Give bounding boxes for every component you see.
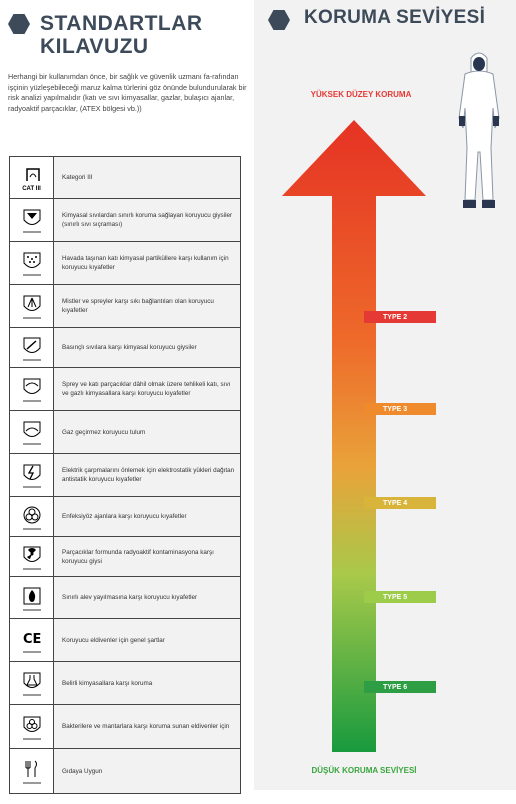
standards-row: Elektrik çarpmalarını önlemek için elekt… [9,454,241,497]
type1-gas-tight-icon [9,411,54,453]
standards-row: Basınçlı sıvılara karşı kimyasal koruyuc… [9,328,241,368]
food-safe-icon [9,749,54,793]
standards-row-text: Parçacıklar formunda radyoaktif kontamin… [54,537,241,576]
standards-row-text: Kategori III [54,157,241,198]
type-level-bar: TYPE 4 [364,497,436,509]
type4-spray-icon [9,285,54,327]
hexagon-bullet-icon [8,14,30,34]
standards-table: CAT III Kategori III Kimyasal sıvılardan s… [9,156,241,794]
type-level-bar: TYPE 6 [364,681,436,693]
type-level-bar: TYPE 2 [364,311,436,323]
standards-row-text: Sprey ve katı parçacıklar dâhil olmak üz… [54,368,241,410]
type6-liquid-splash-icon [9,199,54,241]
standards-row: Enfeksiyöz ajanlara karşı koruyucu kıyaf… [9,497,241,537]
category-badge: CAT III [22,186,41,192]
hexagon-bullet-icon [268,10,290,30]
standards-row: CAT III Kategori III [9,157,241,199]
protection-level-title: KORUMA SEVİYESİ [304,7,486,28]
type5-particles-icon [9,242,54,284]
intro-paragraph: Herhangi bir kullanımdan önce, bir sağlı… [8,72,247,113]
biohazard-gloves-icon [9,705,54,748]
standards-row: Parçacıklar formunda radyoaktif kontamin… [9,537,241,577]
standards-row: Kimyasal sıvılardan sınırlı koruma sağla… [9,199,241,242]
ce-mark-icon: CE [9,619,54,661]
standards-row: Mistler ve spreyler karşı sıkı bağlantıl… [9,285,241,328]
standards-guide-section: STANDARTLAR KILAVUZU Herhangi bir kullan… [0,0,250,804]
standards-row-text: Gaz geçirmez koruyucu tulum [54,411,241,453]
standards-row: Havada taşınan katı kimyasal partiküller… [9,242,241,285]
type3-liquid-jet-icon [9,328,54,367]
standards-row-text: Mistler ve spreyler karşı sıkı bağlantıl… [54,285,241,327]
standards-row-text: Enfeksiyöz ajanlara karşı koruyucu kıyaf… [54,497,241,536]
svg-text:CE: CE [23,632,41,647]
standards-row: Gaz geçirmez koruyucu tulum [9,411,241,454]
standards-row-text: Basınçlı sıvılara karşı kimyasal koruyuc… [54,328,241,367]
chemical-flask-icon [9,662,54,704]
type-level-bar: TYPE 3 [364,403,436,415]
type2-solid-liquid-gas-icon [9,368,54,410]
standards-row-text: Koruyucu eldivenler için genel şartlar [54,619,241,661]
protection-level-section: KORUMA SEVİYESİ YÜKSEK DÜZEY KORUMA TYPE… [254,0,516,790]
standards-row: Belirli kimyasallara karşı koruma [9,662,241,705]
arrow-shape [282,120,426,752]
protection-arrow [282,120,426,752]
standards-title: STANDARTLAR KILAVUZU [40,12,203,58]
type-level-bar: TYPE 5 [364,591,436,603]
standards-row-text: Bakterilere ve mantarlara karşı koruma s… [54,705,241,748]
electrostatic-icon [9,454,54,496]
standards-row-text: Gıdaya Uygun [54,749,241,793]
standards-row: Sprey ve katı parçacıklar dâhil olmak üz… [9,368,241,411]
low-protection-label: DÜŞÜK KORUMA SEVİYESİ [311,766,417,775]
standards-row-text: Havada taşınan katı kimyasal partiküller… [54,242,241,284]
cat-iii-icon: CAT III [9,157,54,198]
standards-row: Gıdaya Uygun [9,749,241,794]
standards-row-text: Sınırlı alev yayılmasına karşı koruyucu … [54,577,241,618]
standards-row-text: Belirli kimyasallara karşı koruma [54,662,241,704]
standards-row-text: Elektrik çarpmalarını önlemek için elekt… [54,454,241,496]
radioactive-icon [9,537,54,576]
standards-row: Sınırlı alev yayılmasına karşı koruyucu … [9,577,241,619]
high-protection-label: YÜKSEK DÜZEY KORUMA [310,90,412,99]
protective-coverall-suit-icon [458,52,500,208]
standards-row: Bakterilere ve mantarlara karşı koruma s… [9,705,241,749]
standards-row: CE Koruyucu eldivenler için genel şartlar [9,619,241,662]
biohazard-icon [9,497,54,536]
flame-icon [9,577,54,618]
standards-row-text: Kimyasal sıvılardan sınırlı koruma sağla… [54,199,241,241]
